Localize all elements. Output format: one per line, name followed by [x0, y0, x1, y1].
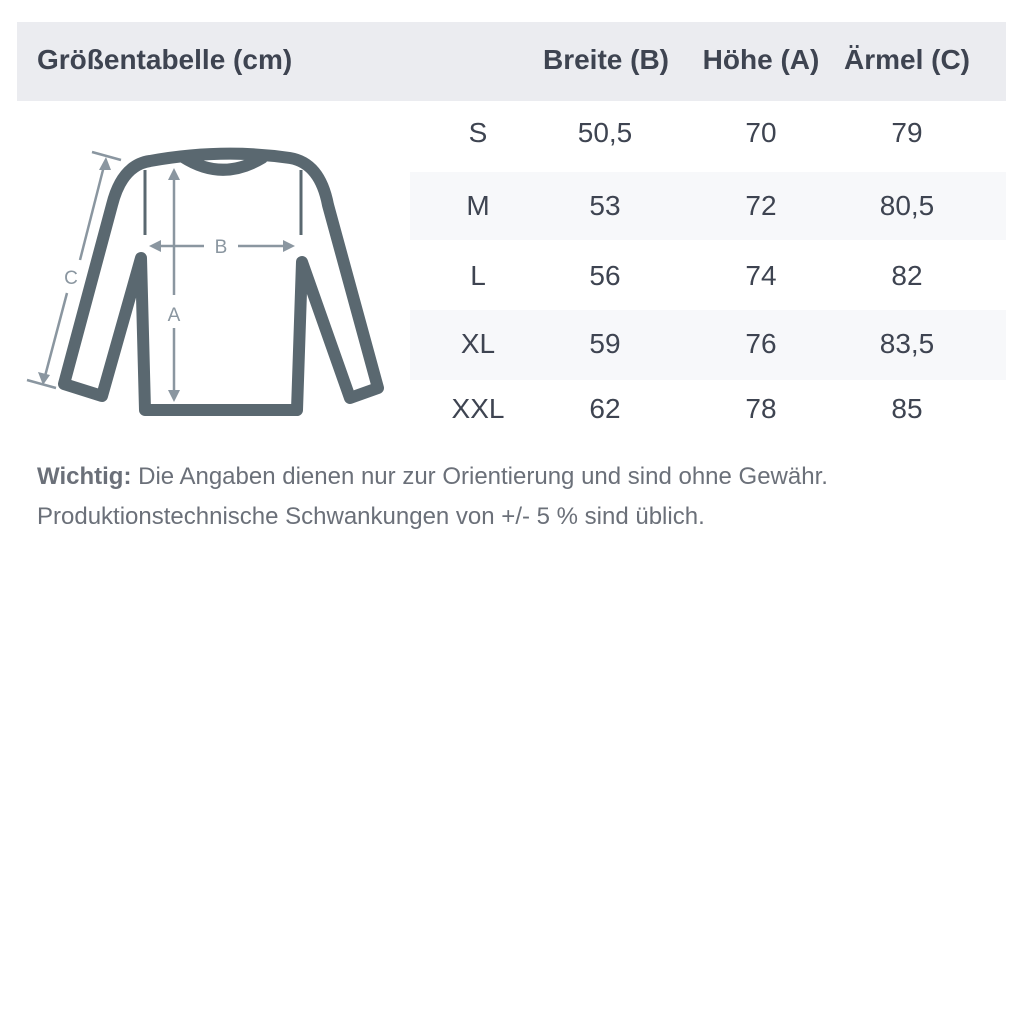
- measurement-cell: 74: [745, 260, 777, 291]
- measurement-cell: 72: [745, 190, 777, 221]
- measurement-cell: 70: [745, 117, 777, 148]
- measurement-cell: 62: [589, 393, 621, 424]
- note-line-2: Produktionstechnische Schwankungen von +…: [37, 503, 705, 530]
- measurement-cell: 83,5: [879, 328, 935, 359]
- measurement-cell: 56: [589, 260, 621, 291]
- row-stripe: [410, 172, 1006, 240]
- note-bold: Wichtig:: [37, 463, 132, 490]
- note-line-1: Wichtig: Die Angaben dienen nur zur Orie…: [37, 463, 828, 491]
- column-header-aermel: Ärmel (C): [843, 44, 971, 75]
- measurement-cell: 50,5: [577, 117, 633, 148]
- sweater-outline: [58, 147, 384, 416]
- measurement-cell: 53: [589, 190, 621, 221]
- measurement-cell: 85: [891, 393, 923, 424]
- page-title: Größentabelle (cm): [37, 44, 293, 75]
- table-header: [17, 22, 1006, 101]
- row-stripe: [410, 310, 1006, 380]
- label-b: B: [215, 237, 228, 258]
- label-c: C: [64, 268, 78, 289]
- measurement-cell: 78: [745, 393, 777, 424]
- measurement-cell: 80,5: [879, 190, 935, 221]
- label-a: A: [168, 305, 181, 326]
- size-label: XL: [460, 328, 496, 359]
- sweater-collar: [177, 151, 268, 176]
- measurement-cell: 79: [891, 117, 923, 148]
- measurement-cell: 76: [745, 328, 777, 359]
- column-header-hoehe: Höhe (A): [702, 44, 820, 75]
- note-text: Die Angaben dienen nur zur Orientierung …: [131, 463, 828, 490]
- size-label: M: [466, 190, 490, 221]
- column-header-breite: Breite (B): [542, 44, 670, 75]
- size-label: XXL: [451, 393, 505, 424]
- size-label: S: [468, 117, 488, 148]
- measurement-cell: 59: [589, 328, 621, 359]
- sweater-diagram: B A C: [26, 147, 384, 416]
- size-label: L: [470, 260, 486, 291]
- measurement-cell: 82: [891, 260, 923, 291]
